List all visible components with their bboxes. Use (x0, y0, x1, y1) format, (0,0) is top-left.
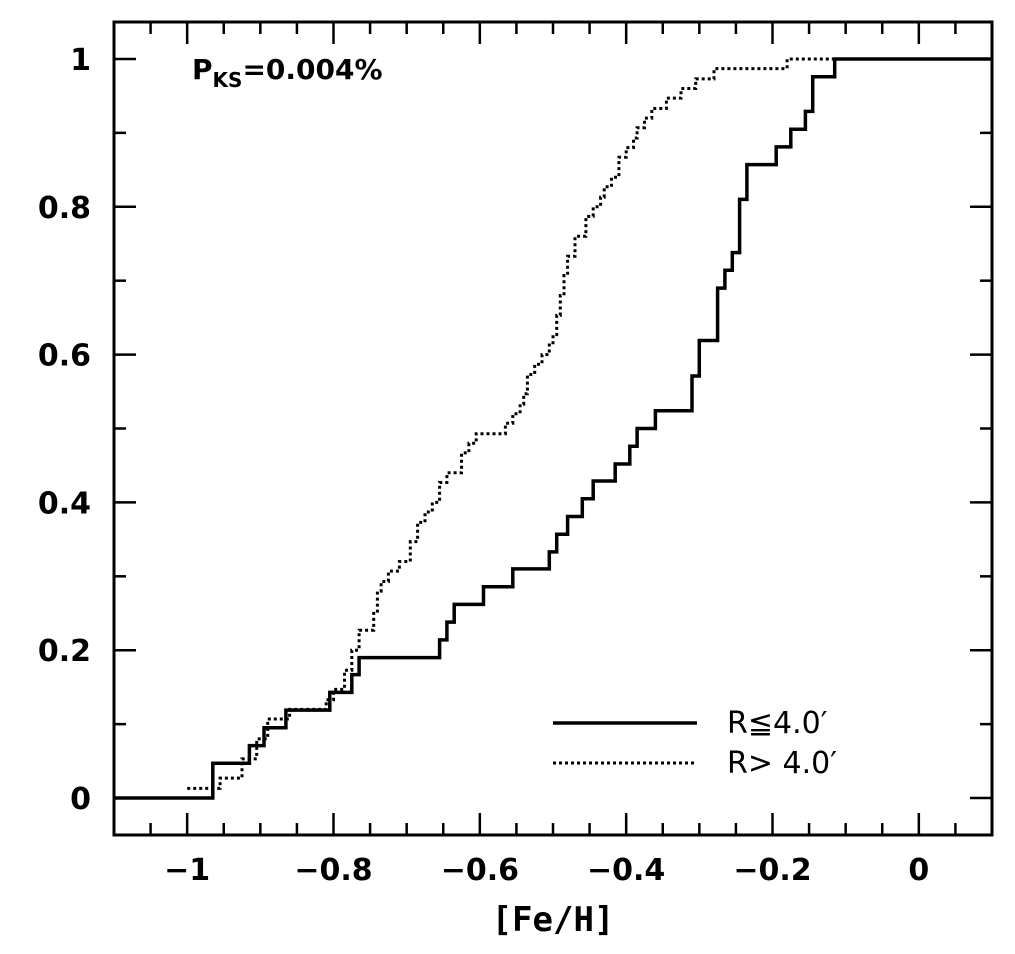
x-tick-label: −0.8 (294, 853, 372, 888)
x-tick-label: 0 (908, 853, 929, 888)
ks-annotation-main: P (192, 53, 213, 86)
x-tick-label: −0.4 (587, 853, 665, 888)
x-tick-label: −0.6 (441, 853, 519, 888)
series-line-inner (114, 57, 992, 800)
series-layer (114, 57, 992, 800)
plot-frame (112, 20, 994, 837)
ks-annotation-value: =0.004% (242, 53, 382, 86)
tick-marks (112, 22, 994, 835)
x-tick-label: −1 (164, 853, 210, 888)
legend-label-outer: R> 4.0′ (727, 746, 837, 781)
series-line-outer (187, 57, 992, 790)
tick-labels: −1 −0.8 −0.6 −0.4 −0.2 0 0 0.2 0.4 0.6 0.8 1 (38, 43, 929, 888)
y-tick-label: 0.8 (38, 191, 91, 226)
x-tick-label: −0.2 (733, 853, 811, 888)
y-tick-label: 0 (70, 782, 91, 817)
legend: R≦4.0′ R> 4.0′ (553, 706, 837, 781)
y-tick-label: 0.2 (38, 634, 91, 669)
y-tick-label: 0.4 (38, 486, 91, 521)
legend-label-inner: R≦4.0′ (727, 706, 828, 741)
y-tick-label: 0.6 (38, 339, 91, 374)
ks-probability-annotation: PKS=0.004% (192, 53, 383, 92)
x-axis-title: [Fe/H] (492, 900, 615, 940)
ks-annotation-subscript: KS (213, 68, 243, 92)
y-tick-label: 1 (70, 43, 91, 78)
